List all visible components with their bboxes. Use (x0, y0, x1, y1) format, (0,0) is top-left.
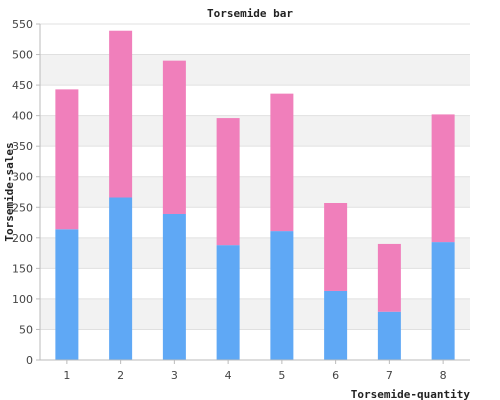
grid-bands (40, 54, 470, 330)
bar-series1-6 (324, 290, 348, 360)
grid-band (40, 298, 470, 330)
x-tick-label: 2 (117, 369, 124, 382)
y-tick-label: 450 (12, 79, 33, 92)
bar-series1-7 (377, 311, 401, 360)
bar-series1-3 (162, 213, 186, 360)
y-tick-label: 300 (12, 171, 33, 184)
y-tick-label: 400 (12, 110, 33, 123)
bar-series1-2 (109, 197, 133, 360)
x-tick-labels: 1 2 3 4 5 6 7 8 (63, 369, 446, 382)
x-tick-label: 7 (386, 369, 393, 382)
bar-series2-4 (216, 118, 240, 246)
x-tick-label: 8 (440, 369, 447, 382)
bar-series1-1 (55, 229, 79, 360)
y-tick-label: 500 (12, 49, 33, 62)
grid-band (40, 176, 470, 208)
axes (36, 23, 470, 364)
x-tick-label: 4 (225, 369, 232, 382)
y-axis-title: Torsemide-sales (3, 142, 16, 241)
y-tick-label: 100 (12, 293, 33, 306)
x-axis-title: Torsemide-quantity (351, 388, 471, 400)
grid-band (40, 115, 470, 147)
bar-series2-1 (55, 89, 79, 230)
bar-series2-7 (377, 243, 401, 312)
bars (55, 30, 455, 360)
x-tick-label: 3 (171, 369, 178, 382)
x-tick-label: 5 (278, 369, 285, 382)
grid-band (40, 237, 470, 269)
bar-series1-8 (431, 242, 455, 360)
bar-series1-5 (270, 231, 294, 360)
chart-title: Torsemide bar (207, 7, 293, 20)
y-tick-label: 350 (12, 140, 33, 153)
y-tick-label: 0 (26, 354, 33, 367)
x-tick-label: 6 (332, 369, 339, 382)
y-tick-label: 50 (19, 323, 33, 336)
x-tick-label: 1 (63, 369, 70, 382)
bar-series2-2 (109, 30, 133, 198)
bar-series2-5 (270, 93, 294, 232)
y-tick-label: 200 (12, 232, 33, 245)
grid-band (40, 54, 470, 86)
bar-series1-4 (216, 245, 240, 360)
y-tick-label: 150 (12, 262, 33, 275)
bar-series2-8 (431, 114, 455, 243)
y-tick-labels: 0 50 100 150 200 250 300 350 400 450 500 550 (12, 18, 33, 367)
bar-series2-6 (324, 202, 348, 291)
y-tick-label: 550 (12, 18, 33, 31)
y-tick-label: 250 (12, 201, 33, 214)
bar-series2-3 (162, 60, 186, 214)
